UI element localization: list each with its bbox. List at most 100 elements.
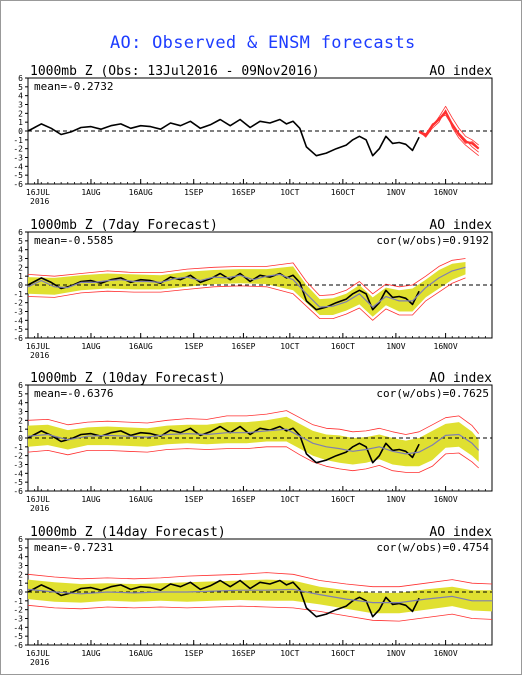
y-tick-label: 3 <box>18 408 23 417</box>
x-tick-label: 16OCT <box>331 342 355 351</box>
ensemble-spread-band <box>28 416 479 467</box>
ensemble-member-line-2 <box>27 604 493 622</box>
x-tick-label: 1OCT <box>280 495 299 504</box>
x-tick-label: 1OCT <box>280 342 299 351</box>
chart-panel-4: 1000mb Z (14day Forecast) AO index mean=-0… <box>13 525 493 667</box>
y-tick-label: -5 <box>13 325 23 334</box>
y-tick-label: 3 <box>18 562 23 571</box>
x-tick-label: 16SEP <box>231 649 255 658</box>
y-tick-label: 5 <box>18 544 23 553</box>
x-tick-label: 16NOV <box>434 649 458 658</box>
ensemble-mean-line <box>27 428 480 455</box>
x-tick-label: 16JUL <box>26 495 50 504</box>
x-tick-label: 16AUG <box>129 342 153 351</box>
y-tick-label: 4 <box>18 399 23 408</box>
y-tick-label: 5 <box>18 83 23 92</box>
y-tick-label: 2 <box>18 109 23 118</box>
chart-panel-1: 1000mb Z (Obs: 13Jul2016 - 09Nov2016) AO … <box>13 64 493 206</box>
y-tick-label: -4 <box>13 316 23 325</box>
y-tick-label: -6 <box>13 180 23 189</box>
x-tick-label: 16NOV <box>434 342 458 351</box>
ensemble-member-line-2 <box>27 277 466 321</box>
x-tick-label: 1SEP <box>184 188 203 197</box>
ensemble-member-line-1 <box>27 572 493 588</box>
y-tick-label: -2 <box>13 145 23 154</box>
x-tick-label: 16NOV <box>434 188 458 197</box>
index-label: AO index <box>429 371 492 386</box>
x-tick-label: 1NOV <box>386 649 405 658</box>
x-tick-label: 16OCT <box>331 495 355 504</box>
y-tick-label: 4 <box>18 92 23 101</box>
x-tick-label: 1NOV <box>386 188 405 197</box>
y-tick-label: -4 <box>13 162 23 171</box>
y-tick-label: -3 <box>13 154 23 163</box>
y-tick-label: -1 <box>13 290 23 299</box>
ensemble-spread-band <box>28 262 466 317</box>
x-tick-label: 1SEP <box>184 342 203 351</box>
y-tick-label: 0 <box>18 434 23 443</box>
forecast-line <box>418 110 480 150</box>
y-tick-label: -5 <box>13 478 23 487</box>
x-tick-label: 1SEP <box>184 649 203 658</box>
y-tick-label: 1 <box>18 118 23 127</box>
y-tick-label: 0 <box>18 588 23 597</box>
y-tick-label: -3 <box>13 308 23 317</box>
chart-panel-3: 1000mb Z (10day Forecast) AO index mean=-0… <box>13 371 493 513</box>
y-tick-label: 1 <box>18 425 23 434</box>
x-tick-label: 16JUL <box>26 342 50 351</box>
year-label: 2016 <box>30 504 49 513</box>
stat-mean: mean=-0.5585 <box>34 234 113 247</box>
x-tick-label: 16JUL <box>26 649 50 658</box>
y-tick-label: -5 <box>13 632 23 641</box>
stat-correlation: cor(w/obs)=0.9192 <box>376 234 489 247</box>
observed-line <box>27 118 420 157</box>
y-tick-label: 0 <box>18 281 23 290</box>
x-tick-label: 1NOV <box>386 342 405 351</box>
y-tick-label: 5 <box>18 237 23 246</box>
ensemble-member-line-1 <box>27 410 480 435</box>
y-tick-label: 6 <box>18 74 23 83</box>
y-tick-label: 6 <box>18 381 23 390</box>
ensemble-mean-line <box>27 588 492 604</box>
ensemble-mean-line <box>27 266 466 308</box>
y-tick-label: -2 <box>13 606 23 615</box>
y-tick-label: -5 <box>13 171 23 180</box>
stat-mean: mean=-0.6376 <box>34 387 113 400</box>
x-tick-label: 16JUL <box>26 188 50 197</box>
y-tick-label: 2 <box>18 263 23 272</box>
y-tick-label: -2 <box>13 452 23 461</box>
x-tick-label: 1AUG <box>81 495 100 504</box>
y-tick-label: -6 <box>13 334 23 343</box>
x-tick-label: 16AUG <box>129 495 153 504</box>
x-tick-label: 1AUG <box>81 649 100 658</box>
y-tick-label: -4 <box>13 623 23 632</box>
x-tick-label: 1OCT <box>280 649 299 658</box>
y-tick-label: 5 <box>18 390 23 399</box>
y-tick-label: -3 <box>13 615 23 624</box>
x-tick-label: 1AUG <box>81 342 100 351</box>
y-tick-label: -1 <box>13 597 23 606</box>
y-tick-label: -6 <box>13 641 23 650</box>
y-tick-label: 6 <box>18 535 23 544</box>
x-tick-label: 16AUG <box>129 188 153 197</box>
y-tick-label: 6 <box>18 228 23 237</box>
y-tick-label: 1 <box>18 272 23 281</box>
year-label: 2016 <box>30 351 49 360</box>
stat-mean: mean=-0.7231 <box>34 541 113 554</box>
y-tick-label: -4 <box>13 469 23 478</box>
stat-correlation: cor(w/obs)=0.4754 <box>376 541 489 554</box>
panel-title: 1000mb Z (Obs: 13Jul2016 - 09Nov2016) <box>30 64 320 79</box>
x-tick-label: 1SEP <box>184 495 203 504</box>
x-tick-label: 16NOV <box>434 495 458 504</box>
y-tick-label: -1 <box>13 136 23 145</box>
y-tick-label: 4 <box>18 246 23 255</box>
observed-line <box>27 579 420 618</box>
y-tick-label: -1 <box>13 443 23 452</box>
y-tick-label: 3 <box>18 101 23 110</box>
chart-panel-2: 1000mb Z (7day Forecast) AO index mean=-0.… <box>13 218 493 360</box>
x-tick-label: 16SEP <box>231 188 255 197</box>
index-label: AO index <box>429 525 492 540</box>
observed-line <box>27 425 420 464</box>
x-tick-label: 16SEP <box>231 342 255 351</box>
